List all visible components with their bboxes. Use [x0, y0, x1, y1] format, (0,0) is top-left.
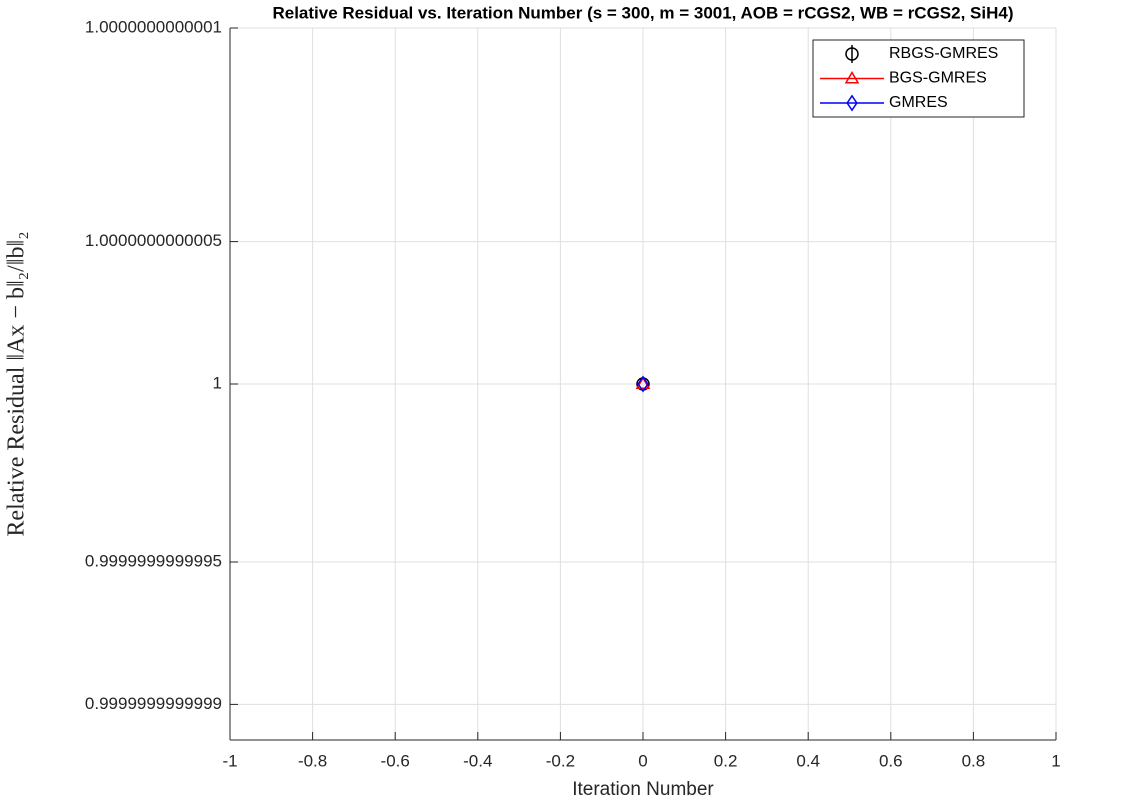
- x-tick-label: -1: [222, 751, 237, 770]
- x-tick-label: -0.6: [381, 751, 410, 770]
- legend-label: BGS-GMRES: [889, 70, 987, 87]
- legend-label: GMRES: [889, 94, 948, 111]
- y-axis-label: Relative Residual ‖Ax − b‖₂/‖b‖₂: [4, 231, 30, 536]
- legend: RBGS-GMRES BGS-GMRES GMRES: [812, 39, 1025, 118]
- x-tick-label: 0: [638, 751, 647, 770]
- chart-title: Relative Residual vs. Iteration Number (…: [272, 3, 1013, 22]
- y-tick-label: 1.0000000000005: [85, 231, 222, 250]
- marker: [637, 375, 649, 393]
- y-tick-label: 0.9999999999999: [85, 694, 222, 713]
- x-tick-label: 0.4: [796, 751, 820, 770]
- legend-marker: [846, 94, 858, 112]
- y-tick-label: 1: [213, 373, 222, 392]
- x-tick-label: -0.8: [298, 751, 327, 770]
- y-tick-label: 0.9999999999995: [85, 551, 222, 570]
- x-axis-label: Iteration Number: [572, 779, 714, 800]
- y-tick-label: 1.0000000000001: [85, 17, 222, 36]
- legend-marker: [844, 71, 860, 84]
- x-tick-label: 0.6: [879, 751, 903, 770]
- x-tick-label: 1: [1051, 751, 1060, 770]
- x-tick-label: -0.4: [463, 751, 492, 770]
- x-tick-label: 0.8: [962, 751, 986, 770]
- legend-marker: [845, 47, 859, 61]
- x-tick-label: 0.2: [714, 751, 738, 770]
- legend-label: RBGS-GMRES: [889, 45, 998, 62]
- marker: [635, 376, 651, 389]
- x-tick-label: -0.2: [546, 751, 575, 770]
